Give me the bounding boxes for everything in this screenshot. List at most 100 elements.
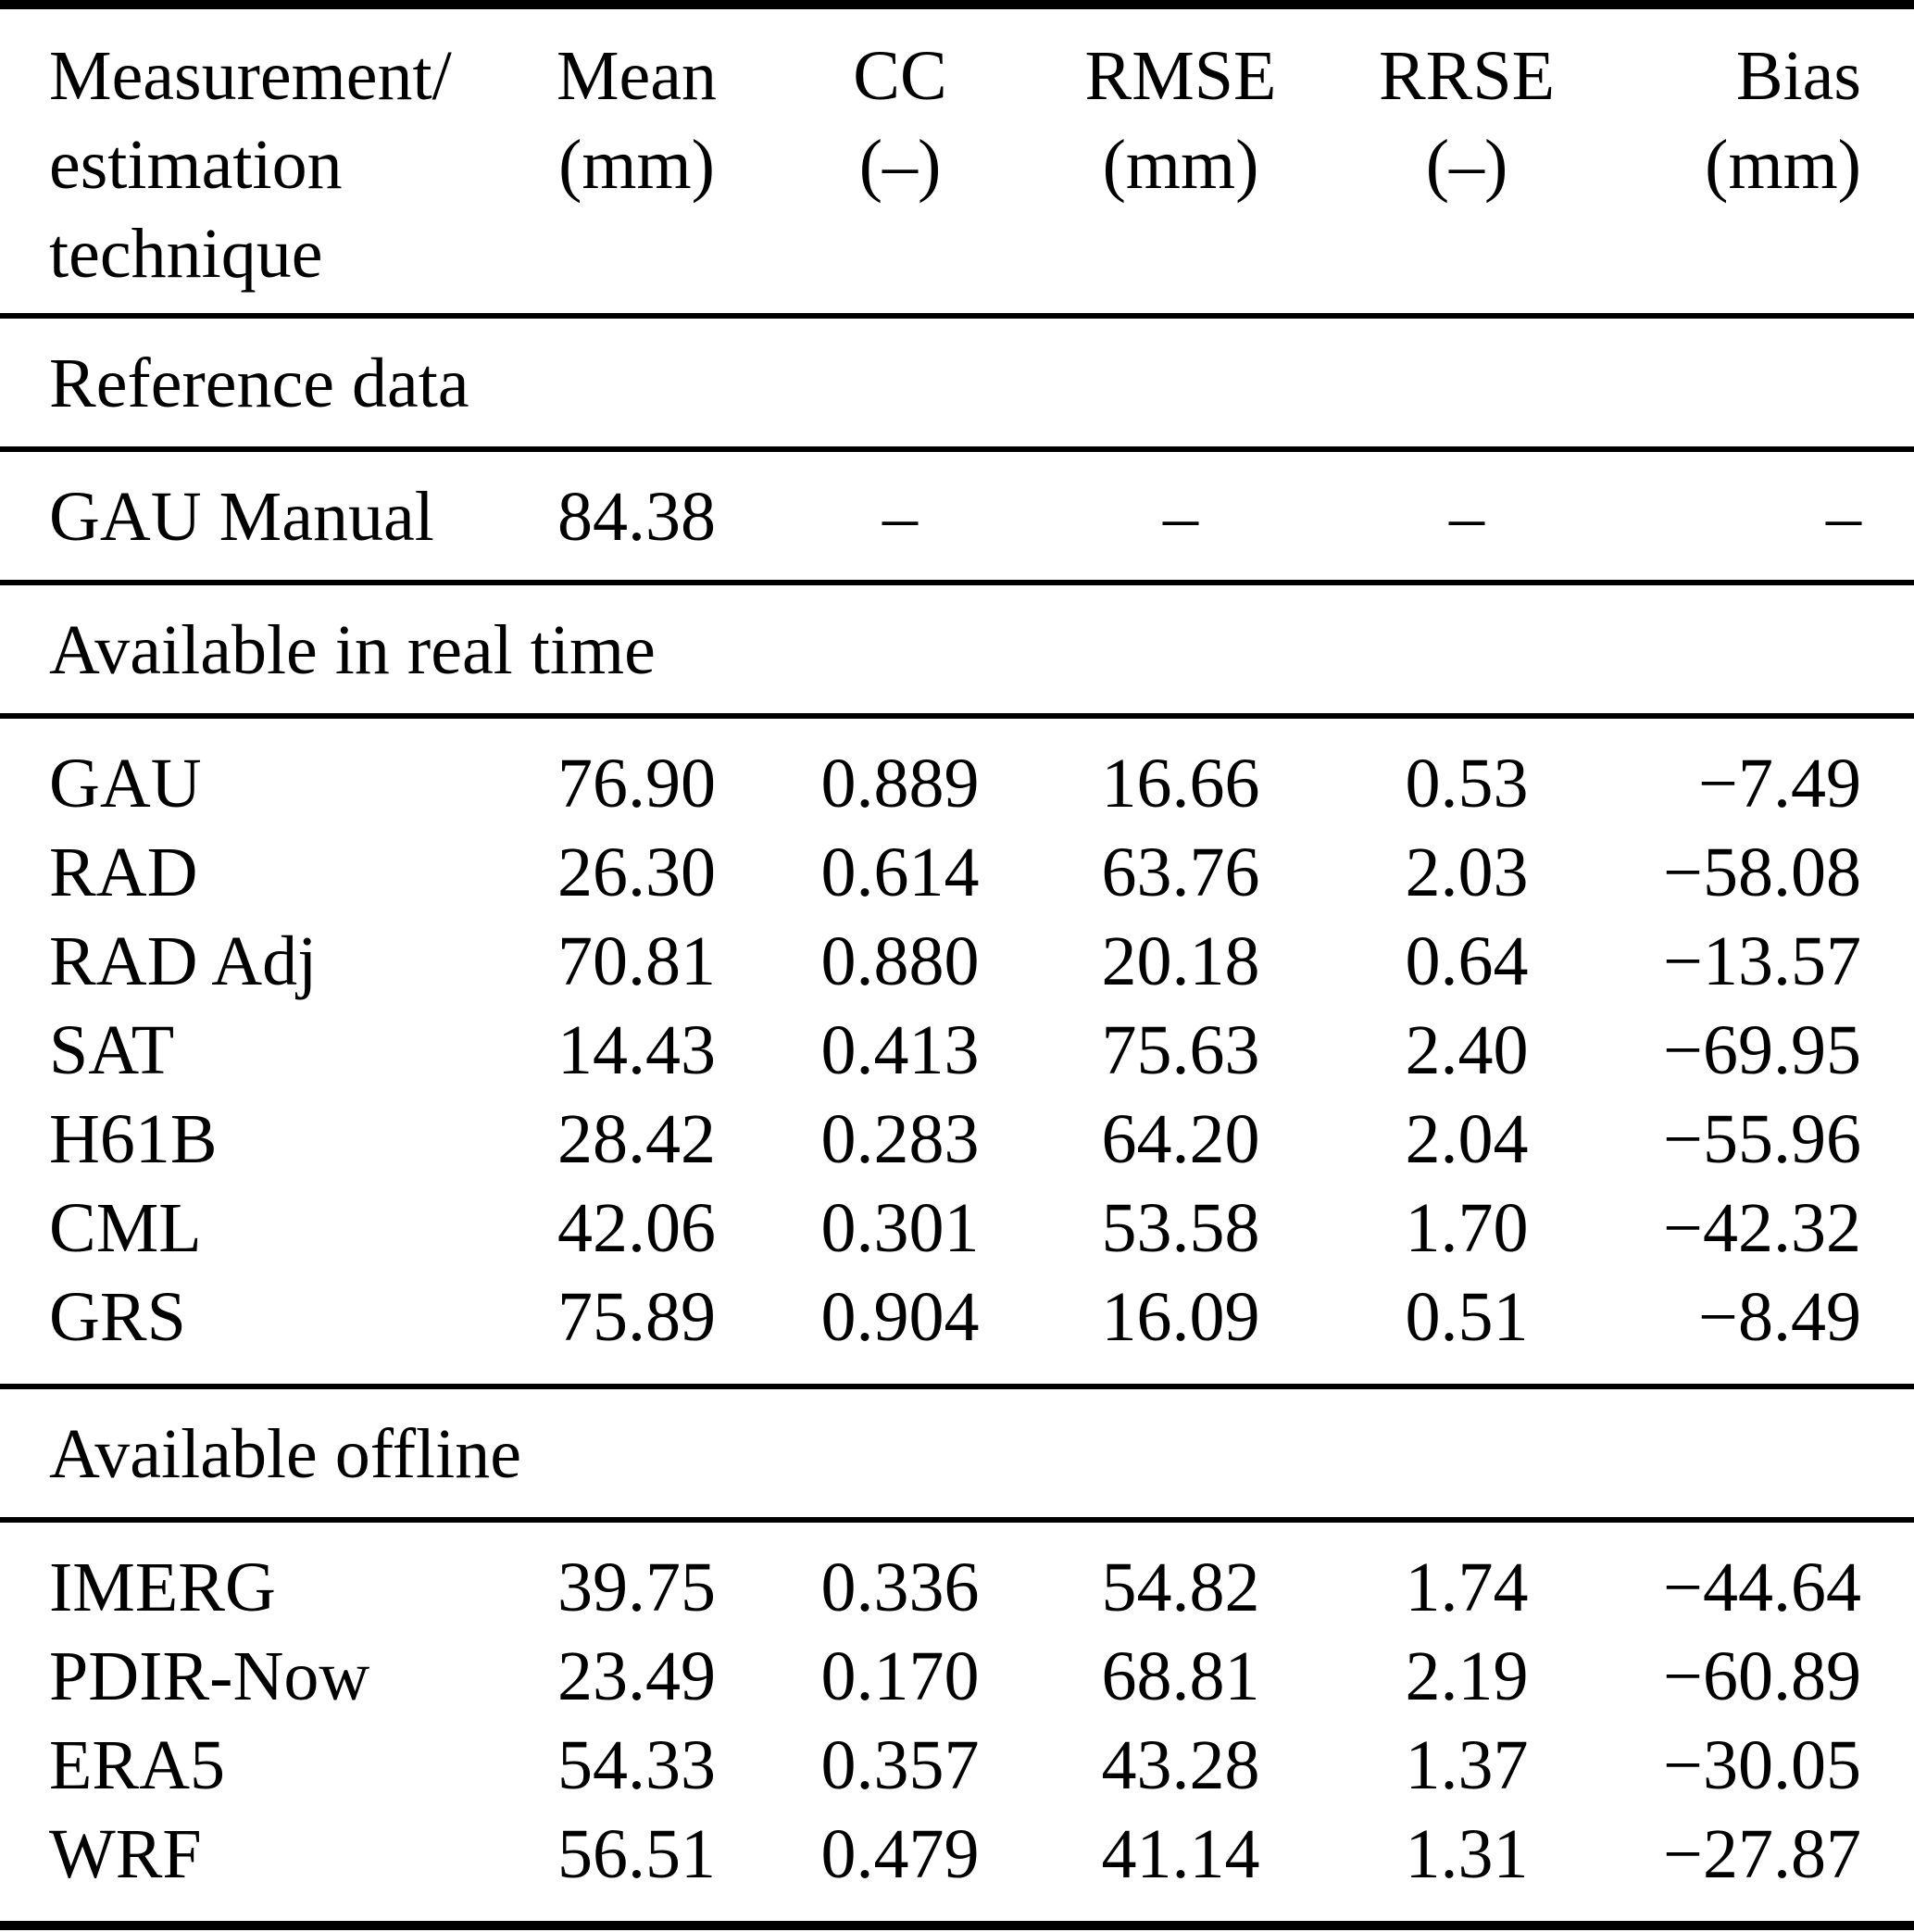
section-row-available-in-real-time: Available in real time [0, 583, 1914, 719]
col-header-rmse: RMSE (mm) [1041, 5, 1320, 319]
header-row: Measurement/ estimation technique Mean (… [0, 5, 1914, 319]
table-cell: 0.413 [820, 1011, 980, 1089]
table-row-pdir-now: PDIR-Now 23.49 0.170 68.81 2.19 −60.89 [0, 1632, 1914, 1721]
header-line: RRSE [1378, 37, 1556, 115]
table-row-sat: SAT 14.43 0.413 75.63 2.40 −69.95 [0, 1006, 1914, 1095]
table-cell: −27.87 [1663, 1815, 1861, 1893]
table-cell: 54.82 [1101, 1549, 1260, 1626]
table-cell: 43.28 [1101, 1726, 1260, 1804]
table-cell: 0.283 [820, 1100, 980, 1178]
table-row-era5: ERA5 54.33 0.357 43.28 1.37 −30.05 [0, 1721, 1914, 1810]
table-cell: −60.89 [1663, 1637, 1861, 1715]
header-unit: (mm) [1102, 126, 1259, 204]
table-cell: 64.20 [1101, 1100, 1260, 1178]
row-label: SAT [49, 1011, 175, 1089]
table-cell: 41.14 [1101, 1815, 1260, 1893]
table-row-grs: GRS 75.89 0.904 16.09 0.51 −8.49 [0, 1273, 1914, 1389]
table-cell: 0.880 [820, 922, 980, 1000]
header-unit: (mm) [1705, 126, 1861, 204]
table-cell: 0.301 [820, 1189, 980, 1267]
table-cell: 0.357 [820, 1726, 980, 1804]
table-cell: −8.49 [1613, 1273, 1914, 1389]
table-cell: −58.08 [1663, 834, 1861, 911]
table-cell: 42.06 [557, 1189, 716, 1267]
section-title: Available offline [0, 1386, 1914, 1523]
table-row-rad-adj: RAD Adj 70.81 0.880 20.18 0.64 −13.57 [0, 917, 1914, 1006]
table-cell: −69.95 [1663, 1011, 1861, 1089]
table-cell: −13.57 [1663, 922, 1861, 1000]
row-label: IMERG [49, 1549, 276, 1626]
section-title: Reference data [0, 316, 1914, 452]
table-cell: 2.03 [1405, 834, 1529, 911]
header-unit: (–) [1425, 126, 1508, 204]
row-label: GAU [49, 745, 202, 822]
table-cell: 0.904 [759, 1273, 1041, 1389]
col-header-rrse: RRSE (–) [1320, 5, 1613, 319]
col-header-mean: Mean (mm) [514, 5, 759, 319]
header-line: Bias [1735, 37, 1861, 115]
table-header: Measurement/ estimation technique Mean (… [0, 5, 1914, 319]
table-cell: 0.336 [820, 1549, 980, 1626]
table-cell: 0.170 [820, 1637, 980, 1715]
header-line: technique [49, 215, 323, 293]
table-cell: 16.09 [1041, 1273, 1320, 1389]
table-cell: 28.42 [557, 1100, 716, 1178]
col-header-technique: Measurement/ estimation technique [0, 5, 514, 319]
header-unit: (mm) [558, 126, 715, 204]
table-cell: 20.18 [1101, 922, 1260, 1000]
table-cell: 16.66 [1101, 745, 1260, 822]
table-cell: 0.51 [1320, 1273, 1613, 1389]
table-cell: 0.889 [820, 745, 980, 822]
header-line: Mean [556, 37, 718, 115]
table-cell: 54.33 [557, 1726, 716, 1804]
header-line: Measurement/ [49, 37, 452, 115]
row-label: WRF [49, 1815, 202, 1893]
header-line: CC [853, 37, 947, 115]
table-cell: 0.53 [1405, 745, 1529, 822]
table-row-wrf: WRF 56.51 0.479 41.14 1.31 −27.87 [0, 1810, 1914, 1926]
table-cell: 23.49 [557, 1637, 716, 1715]
table-row-rad: RAD 26.30 0.614 63.76 2.03 −58.08 [0, 828, 1914, 917]
table-cell: −30.05 [1663, 1726, 1861, 1804]
table-row-gau: GAU 76.90 0.889 16.66 0.53 −7.49 [0, 716, 1914, 828]
table-body: Reference data GAU Manual 84.38 – – – – … [0, 316, 1914, 1926]
header-line: estimation [49, 126, 343, 204]
table-row-imerg: IMERG 39.75 0.336 54.82 1.74 −44.64 [0, 1520, 1914, 1632]
table-cell: 53.58 [1101, 1189, 1260, 1267]
table-cell: 56.51 [557, 1815, 716, 1893]
table-cell: 39.75 [557, 1549, 716, 1626]
table-cell: 75.63 [1101, 1011, 1260, 1089]
table-cell: 84.38 [514, 449, 759, 585]
table-row-cml: CML 42.06 0.301 53.58 1.70 −42.32 [0, 1184, 1914, 1273]
table-cell: 76.90 [557, 745, 716, 822]
table-cell: −55.96 [1663, 1100, 1861, 1178]
row-label: PDIR-Now [49, 1637, 370, 1715]
table-cell: −42.32 [1663, 1189, 1861, 1267]
table-row-gau-manual: GAU Manual 84.38 – – – – [0, 449, 1914, 585]
table-cell: 1.31 [1405, 1815, 1529, 1893]
table-cell: 1.74 [1405, 1549, 1529, 1626]
header-line: RMSE [1084, 37, 1277, 115]
section-title: Available in real time [0, 583, 1914, 719]
table-cell: 2.40 [1405, 1011, 1529, 1089]
table-cell: 26.30 [557, 834, 716, 911]
header-unit: (–) [858, 126, 942, 204]
row-label: GAU Manual [0, 449, 514, 585]
table-cell: 63.76 [1101, 834, 1260, 911]
table-cell: – [1041, 449, 1320, 585]
table-cell: 2.04 [1405, 1100, 1529, 1178]
table-cell: 75.89 [514, 1273, 759, 1389]
table-cell: 14.43 [557, 1011, 716, 1089]
section-row-reference-data: Reference data [0, 316, 1914, 452]
section-row-available-offline: Available offline [0, 1386, 1914, 1523]
table-cell: 1.37 [1405, 1726, 1529, 1804]
col-header-bias: Bias (mm) [1613, 5, 1914, 319]
table-cell: −7.49 [1698, 745, 1861, 822]
table-row-h61b: H61B 28.42 0.283 64.20 2.04 −55.96 [0, 1095, 1914, 1184]
row-label: H61B [49, 1100, 218, 1178]
table-cell: 0.614 [820, 834, 980, 911]
table-cell: – [1613, 449, 1914, 585]
table-cell: – [1320, 449, 1613, 585]
